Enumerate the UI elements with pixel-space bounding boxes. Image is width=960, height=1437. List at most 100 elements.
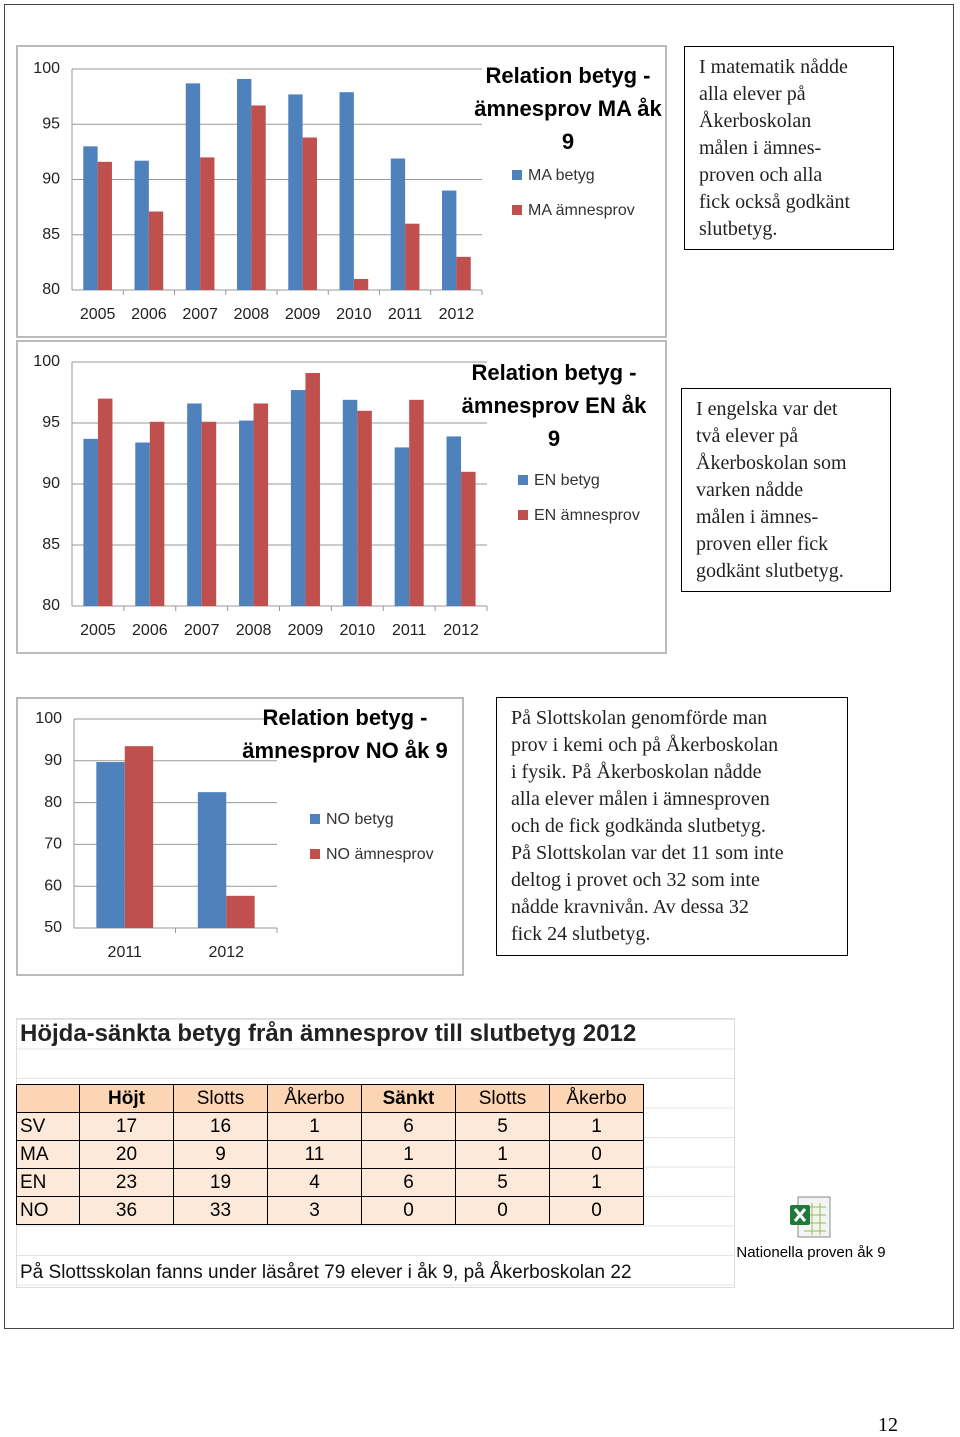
- y-tick-label: 60: [44, 877, 62, 894]
- note-line: I matematik nådde: [699, 56, 848, 78]
- note-box: I engelska var det två elever på Åkerbosko…: [681, 388, 891, 592]
- table-cell: 36: [79, 1196, 174, 1225]
- y-tick-label: 90: [42, 171, 60, 188]
- table-cell: 0: [549, 1140, 644, 1169]
- table-cell: 1: [361, 1140, 456, 1169]
- y-tick-label: 85: [42, 226, 60, 243]
- y-tick-label: 80: [44, 794, 62, 811]
- bar: [83, 146, 98, 290]
- table-row: MA 20 9 11 1 1 0: [16, 1140, 644, 1169]
- table-cell: 20: [79, 1140, 174, 1169]
- note-line: i fysik. På Åkerboskolan nådde: [511, 761, 762, 783]
- x-tick-label: 2012: [439, 306, 475, 323]
- note-line: fick också godkänt: [699, 191, 851, 213]
- legend-label: NO betyg: [326, 811, 394, 828]
- legend-swatch: [512, 205, 522, 215]
- legend-entry: NO betyg: [310, 811, 394, 829]
- plot: 50 60 70 80 90 100 2011 2012: [35, 710, 278, 961]
- y-tick-label: 90: [44, 752, 62, 769]
- x-tick-label: 2011: [388, 306, 423, 323]
- note-line: och de fick godkända slutbetyg.: [511, 815, 766, 837]
- table-cell: 17: [79, 1112, 174, 1141]
- legend-entry: MA betyg: [512, 167, 595, 185]
- chart: 80 85 90 95 100 2005 2006 2007 2008 2009 2010 2011 2…: [16, 45, 667, 338]
- note-line: godkänt slutbetyg.: [696, 560, 844, 582]
- note-box: I matematik nådde alla elever på Åkerbosko…: [684, 46, 894, 250]
- table-cell: 11: [267, 1140, 362, 1169]
- icon-grid: [804, 1203, 826, 1235]
- note-line: målen i ämnes-: [696, 506, 819, 528]
- note-line: varken nådde: [696, 479, 804, 501]
- table-cell: 5: [455, 1168, 550, 1197]
- legend-label: MA ämnesprov: [528, 202, 635, 219]
- y-tick-label: 80: [42, 597, 60, 614]
- bar: [253, 403, 269, 606]
- table-cell: 0: [455, 1196, 550, 1225]
- table-row: EN 23 19 4 6 5 1: [16, 1168, 644, 1197]
- x-tick-label: 2011: [392, 622, 427, 639]
- note-line: På Slottskolan genomförde man: [511, 707, 768, 729]
- x-tick-label: 2009: [285, 306, 321, 323]
- legend-label: NO ämnesprov: [326, 846, 434, 863]
- table-cell: 1: [455, 1140, 550, 1169]
- bar: [353, 278, 369, 290]
- y-tick-label: 100: [33, 353, 60, 370]
- bar: [288, 94, 303, 290]
- legend-entry: EN betyg: [518, 472, 600, 490]
- bar: [305, 372, 320, 606]
- note-line: prov i kemi och på Åkerboskolan: [511, 734, 779, 756]
- note-line: slutbetyg.: [699, 218, 778, 240]
- header-cell: Åkerbo: [267, 1084, 362, 1113]
- bar: [237, 78, 252, 290]
- legend-label: EN betyg: [534, 472, 600, 489]
- x-tick-label: 2012: [443, 622, 479, 639]
- x-tick-label: 2010: [336, 306, 372, 323]
- y-tick-label: 50: [44, 919, 62, 936]
- table-footnote: På Slottsskolan fanns under läsåret 79 e…: [20, 1262, 632, 1283]
- table: Höjt Slotts Åkerbo Sänkt Slotts Åkerbo SV 17 16 1…: [16, 1084, 644, 1225]
- x-tick-label: 2007: [184, 622, 220, 639]
- y-tick-label: 90: [42, 475, 60, 492]
- y-tick-label: 80: [42, 281, 60, 298]
- bar: [135, 442, 150, 606]
- y-tick-label: 100: [35, 710, 62, 727]
- header-row: Höjt Slotts Åkerbo Sänkt Slotts Åkerbo: [16, 1084, 644, 1113]
- x-tick-label: 2006: [131, 306, 167, 323]
- legend-entry: MA ämnesprov: [512, 202, 635, 220]
- bar: [97, 161, 112, 290]
- bar: [390, 158, 406, 290]
- table-cell: 6: [361, 1112, 456, 1141]
- bar: [83, 438, 98, 606]
- page-number: 12: [878, 1414, 898, 1436]
- table-cell: 19: [173, 1168, 268, 1197]
- table-row: SV 17 16 1 6 5 1: [16, 1112, 644, 1141]
- corner-cell: [16, 1084, 80, 1113]
- attachment-caption: Nationella proven åk 9: [736, 1244, 886, 1261]
- y-tick-label: 70: [44, 836, 62, 853]
- note-line: fick 24 slutbetyg.: [511, 923, 651, 945]
- table-cell: 0: [361, 1196, 456, 1225]
- table-title: Höjda-sänkta betyg från ämnesprov till s…: [20, 1020, 637, 1047]
- chart: 80 85 90 95 100 2005 2006 2007 2008 2009 2010 2011 2…: [16, 340, 667, 654]
- table-cell: 33: [173, 1196, 268, 1225]
- legend-swatch: [518, 475, 528, 485]
- x-tick-label: 2008: [234, 306, 270, 323]
- note-line: I engelska var det: [696, 398, 838, 420]
- table-cell: 1: [549, 1168, 644, 1197]
- bar: [201, 421, 217, 606]
- table-cell: 1: [549, 1112, 644, 1141]
- header-cell: Åkerbo: [549, 1084, 644, 1113]
- bar: [357, 410, 372, 606]
- x-tick-label: 2009: [288, 622, 324, 639]
- chart-title: Relation betyg - ämnesprov MA åk 9: [474, 63, 662, 154]
- y-tick-label: 95: [42, 115, 60, 132]
- bar: [187, 403, 202, 606]
- table-cell: 5: [455, 1112, 550, 1141]
- table-cell: 16: [173, 1112, 268, 1141]
- plot: 80 85 90 95 100 2005 2006 2007 2008 2009 2010 2011 2…: [33, 60, 483, 323]
- bar: [239, 420, 254, 606]
- bar: [461, 471, 476, 606]
- bar: [134, 160, 149, 290]
- note-line: proven eller fick: [696, 533, 829, 555]
- note-line: proven och alla: [699, 164, 823, 186]
